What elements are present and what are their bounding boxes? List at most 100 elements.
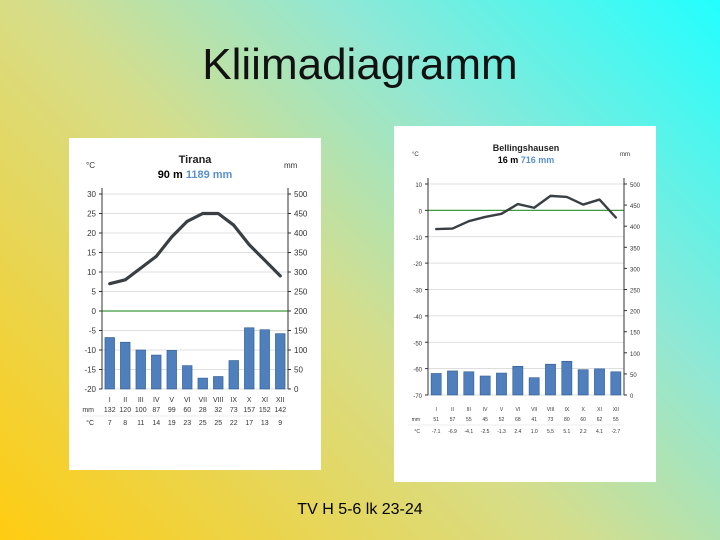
left-tick-label: 10 — [87, 268, 96, 277]
temp-value-label: -7.1 — [432, 429, 441, 435]
slide-title: Kliimadiagramm — [202, 40, 518, 89]
month-label: VIII — [547, 407, 555, 413]
temp-value-label: 17 — [245, 420, 253, 427]
precip-total-label: 1189 mm — [186, 169, 233, 181]
month-label: XI — [597, 407, 602, 413]
right-tick-label: 100 — [294, 346, 308, 355]
temp-value-label: -1.3 — [497, 429, 506, 435]
right-tick-label: 500 — [630, 183, 641, 189]
temp-value-label: 2.2 — [580, 429, 587, 435]
temp-value-label: 11 — [137, 420, 144, 427]
climate-chart-svg: 302520151050-5-10-15-2050045040035030025… — [82, 154, 308, 427]
left-tick-label: 0 — [419, 209, 423, 215]
right-tick-label: 450 — [630, 204, 641, 210]
precipitation-bar — [120, 341, 131, 390]
precip-value-label: 73 — [230, 407, 238, 414]
precip-unit-label: mm — [620, 152, 630, 158]
right-tick-label: 150 — [294, 327, 308, 336]
temp-value-label: 14 — [152, 420, 160, 427]
temp-value-label: 25 — [199, 420, 207, 427]
temperature-line — [434, 194, 618, 231]
left-tick-label: 10 — [415, 183, 422, 189]
precipitation-bar — [151, 354, 162, 390]
temperature-line — [108, 211, 282, 286]
month-label: VI — [184, 397, 191, 404]
row-label-c: °C — [414, 429, 420, 435]
chart-subtitle: 16 m 716 mm — [498, 155, 555, 165]
precip-value-label: 55 — [613, 417, 619, 423]
precip-value-label: 68 — [515, 417, 521, 423]
precipitation-bar — [545, 363, 556, 396]
left-tick-label: -60 — [413, 368, 422, 374]
temp-value-label: -4.1 — [465, 429, 474, 435]
precipitation-bar — [561, 360, 573, 396]
precip-value-label: 157 — [243, 407, 255, 414]
temp-value-label: 13 — [261, 420, 269, 427]
precip-value-label: 80 — [564, 417, 570, 423]
precipitation-bar — [479, 375, 491, 396]
climate-chart-tirana: 30 25 20 15 10 5 0 -5 -10 -15 -20 500 450 400 350 300 25… — [69, 138, 321, 470]
precip-value-label: 132 — [104, 407, 116, 414]
temp-value-label: 5.1 — [563, 429, 570, 435]
temp-value-label: 2.4 — [514, 429, 521, 435]
month-label: XI — [261, 397, 268, 404]
right-tick-label: 50 — [630, 373, 637, 379]
right-tick-label: 400 — [294, 229, 308, 238]
right-tick-label: 500 — [294, 190, 308, 199]
left-tick-label: -5 — [89, 327, 97, 336]
right-tick-label: 250 — [630, 289, 641, 295]
row-label-mm: mm — [412, 417, 420, 423]
precip-value-label: 73 — [548, 417, 554, 423]
right-tick-label: 450 — [294, 210, 308, 219]
temp-value-label: -2.7 — [612, 429, 621, 435]
month-label: XII — [276, 397, 285, 404]
precipitation-bar — [610, 371, 622, 396]
right-tick-label: 200 — [630, 310, 641, 316]
month-label: III — [138, 397, 144, 404]
precipitation-bar — [577, 369, 589, 396]
temp-value-label: -6.9 — [448, 429, 457, 435]
left-tick-label: 25 — [87, 210, 96, 219]
right-tick-label: 150 — [630, 331, 641, 337]
precipitation-bar — [244, 327, 255, 390]
month-label: VIII — [213, 397, 224, 404]
precipitation-bar — [447, 370, 458, 396]
temp-value-label: 4.1 — [596, 429, 603, 435]
month-label: II — [451, 407, 454, 413]
right-tick-label: 300 — [294, 268, 308, 277]
left-tick-label: -40 — [413, 315, 422, 321]
right-tick-label: 0 — [630, 394, 634, 400]
precip-value-label: 60 — [580, 417, 586, 423]
month-label: IV — [153, 397, 160, 404]
month-label: V — [169, 397, 174, 404]
right-tick-label: 250 — [294, 288, 308, 297]
month-label: II — [123, 397, 127, 404]
precipitation-bar — [463, 371, 475, 396]
precip-value-label: 51 — [433, 417, 439, 423]
right-tick-label: 0 — [294, 385, 299, 394]
temp-value-label: 23 — [183, 420, 191, 427]
precip-unit-label: mm — [284, 161, 298, 170]
precip-value-label: 100 — [135, 407, 147, 414]
left-tick-label: 15 — [87, 249, 96, 258]
precipitation-bar — [166, 350, 177, 390]
left-tick-label: -20 — [84, 385, 96, 394]
left-tick-label: -30 — [413, 289, 422, 295]
right-tick-label: 200 — [294, 307, 308, 316]
precip-value-label: 55 — [466, 417, 472, 423]
left-tick-label: -15 — [84, 366, 96, 375]
left-tick-label: 30 — [87, 190, 96, 199]
right-tick-label: 100 — [630, 352, 641, 358]
month-label: XII — [613, 407, 619, 413]
precipitation-bar — [104, 337, 115, 390]
precip-value-label: 32 — [214, 407, 222, 414]
chart-title: Bellingshausen — [493, 143, 560, 153]
precipitation-bar — [228, 360, 239, 390]
temp-value-label: 25 — [214, 420, 222, 427]
month-label: I — [435, 407, 436, 413]
precipitation-bar — [259, 329, 270, 390]
month-label: X — [581, 407, 585, 413]
month-label: I — [109, 397, 111, 404]
left-tick-label: -70 — [413, 394, 422, 400]
temp-value-label: 9 — [278, 420, 282, 427]
